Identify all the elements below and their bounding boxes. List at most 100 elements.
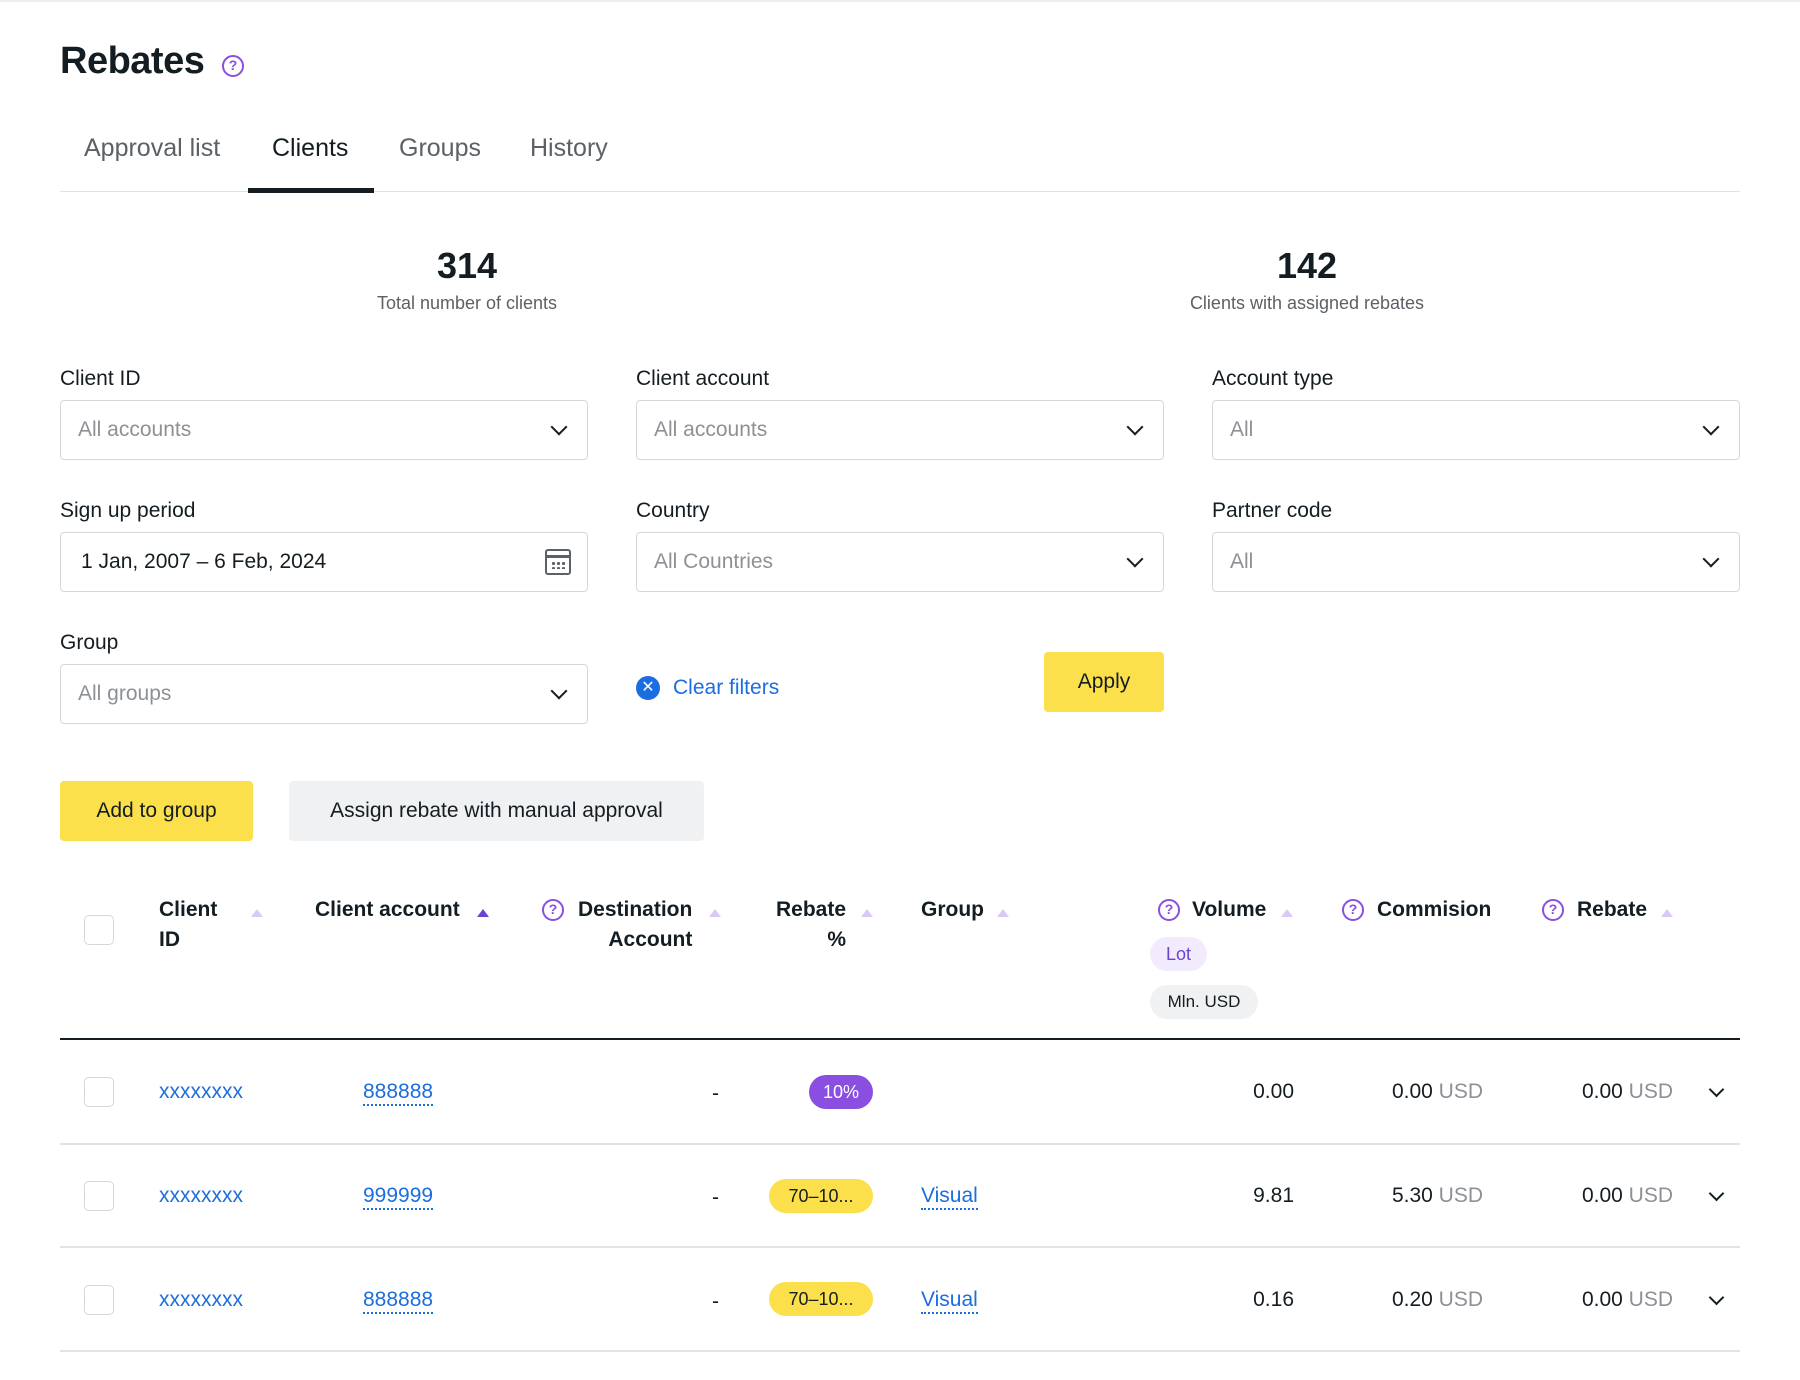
column-client-account[interactable]: Client account	[315, 898, 460, 921]
group-link[interactable]: Visual	[921, 1288, 978, 1314]
clear-filters-label: Clear filters	[673, 676, 780, 699]
client-account-link[interactable]: 999999	[363, 1184, 434, 1210]
commission-value: 0.20 USD	[1350, 1288, 1483, 1312]
volume-value: 0.00	[1253, 1080, 1294, 1103]
country-select[interactable]: All Countries	[636, 532, 1164, 592]
account-type-label: Account type	[1212, 367, 1334, 390]
tab-approval-list[interactable]: Approval list	[84, 134, 221, 162]
rebate-currency: USD	[1628, 1184, 1673, 1207]
help-icon[interactable]: ?	[1158, 899, 1180, 921]
help-icon[interactable]: ?	[1542, 899, 1564, 921]
add-to-group-button[interactable]: Add to group	[60, 781, 253, 841]
column-rebate[interactable]: Rebate	[1577, 898, 1648, 921]
client-account-label: Client account	[636, 367, 770, 390]
column-destination-line2: Account	[608, 928, 693, 951]
row-divider	[60, 1143, 1740, 1145]
table-header-divider	[60, 1038, 1740, 1040]
rebate-amount: 0.00	[1581, 1288, 1623, 1311]
help-icon[interactable]: ?	[222, 55, 244, 77]
column-group[interactable]: Group	[921, 898, 984, 921]
row-checkbox[interactable]	[84, 1077, 114, 1107]
sort-active-icon[interactable]	[477, 909, 489, 917]
sign-up-period-value: 1 Jan, 2007 – 6 Feb, 2024	[81, 550, 327, 573]
sign-up-period-input[interactable]: 1 Jan, 2007 – 6 Feb, 2024	[60, 532, 588, 592]
column-destination-line1: Destination	[578, 898, 693, 921]
assign-rebate-button[interactable]: Assign rebate with manual approval	[289, 781, 704, 841]
chevron-down-icon	[1126, 550, 1144, 568]
clear-filters-button[interactable]: ✕ Clear filters	[636, 676, 779, 700]
tab-bar: Approval list Clients Groups History	[60, 122, 1740, 193]
sign-up-period-label: Sign up period	[60, 499, 196, 522]
destination-account: -	[712, 1186, 719, 1209]
rebate-percent-badge[interactable]: 70–10...	[769, 1282, 873, 1316]
sort-icon[interactable]	[861, 909, 873, 917]
volume-value: 0.16	[1253, 1288, 1294, 1311]
expand-row-chevron-icon[interactable]	[1708, 1289, 1725, 1306]
group-value: All groups	[78, 682, 172, 705]
apply-button[interactable]: Apply	[1044, 652, 1164, 712]
help-icon[interactable]: ?	[542, 899, 564, 921]
expand-row-chevron-icon[interactable]	[1708, 1185, 1725, 1202]
rebate-value: 0.00 USD	[1540, 1184, 1673, 1208]
commission-value: 0.00 USD	[1350, 1080, 1483, 1104]
sort-icon[interactable]	[997, 909, 1009, 917]
column-rebate-percent-line2: %	[827, 928, 847, 951]
column-client-id[interactable]: Client ID	[159, 895, 217, 955]
group-link[interactable]: Visual	[921, 1184, 978, 1210]
row-checkbox[interactable]	[84, 1285, 114, 1315]
column-commission[interactable]: Commision	[1377, 898, 1492, 921]
partner-code-select[interactable]: All	[1212, 532, 1740, 592]
commission-currency: USD	[1438, 1184, 1483, 1207]
column-rebate-percent[interactable]: Rebate %	[776, 895, 846, 955]
group-select[interactable]: All groups	[60, 664, 588, 724]
column-volume[interactable]: Volume	[1192, 898, 1267, 921]
commission-amount: 5.30	[1391, 1184, 1433, 1207]
sort-icon[interactable]	[1661, 909, 1673, 917]
page-title: Rebates	[60, 40, 205, 82]
chevron-down-icon	[550, 682, 568, 700]
unit-lot-toggle[interactable]: Lot	[1150, 937, 1207, 971]
account-type-select[interactable]: All	[1212, 400, 1740, 460]
column-rebate-percent-line1: Rebate	[776, 898, 847, 921]
client-id-link[interactable]: xxxxxxxx	[159, 1288, 243, 1311]
chevron-down-icon	[1702, 550, 1720, 568]
stat-label: Clients with assigned rebates	[1189, 293, 1425, 313]
help-icon[interactable]: ?	[1342, 899, 1364, 921]
expand-row-chevron-icon[interactable]	[1708, 1081, 1725, 1098]
sort-icon[interactable]	[251, 909, 263, 917]
client-account-select[interactable]: All accounts	[636, 400, 1164, 460]
unit-mln-usd-toggle[interactable]: Mln. USD	[1150, 985, 1258, 1019]
client-account-link[interactable]: 888888	[363, 1080, 434, 1106]
partner-code-label: Partner code	[1212, 499, 1333, 522]
rebate-currency: USD	[1628, 1080, 1673, 1103]
select-all-checkbox[interactable]	[84, 915, 114, 945]
calendar-icon[interactable]	[545, 549, 571, 575]
active-tab-indicator	[248, 188, 374, 193]
sort-icon[interactable]	[709, 909, 721, 917]
client-id-value: All accounts	[78, 418, 192, 441]
column-destination-account[interactable]: Destination Account	[578, 895, 692, 955]
tab-history[interactable]: History	[530, 134, 608, 162]
client-id-select[interactable]: All accounts	[60, 400, 588, 460]
top-divider	[0, 0, 1800, 2]
client-id-link[interactable]: xxxxxxxx	[159, 1184, 243, 1207]
commission-currency: USD	[1438, 1288, 1483, 1311]
row-checkbox[interactable]	[84, 1181, 114, 1211]
tab-groups[interactable]: Groups	[399, 134, 481, 162]
rebate-percent-badge[interactable]: 70–10...	[769, 1179, 873, 1213]
column-client-id-line1: Client	[159, 898, 218, 921]
chevron-down-icon	[550, 418, 568, 436]
column-client-id-line2: ID	[159, 928, 180, 951]
group-label: Group	[60, 631, 119, 654]
sort-icon[interactable]	[1281, 909, 1293, 917]
commission-amount: 0.20	[1391, 1288, 1433, 1311]
tab-clients[interactable]: Clients	[272, 134, 349, 162]
client-account-link[interactable]: 888888	[363, 1288, 434, 1314]
client-id-link[interactable]: xxxxxxxx	[159, 1080, 243, 1103]
stat-total-clients: 314 Total number of clients	[267, 245, 667, 314]
destination-account: -	[712, 1082, 719, 1105]
stat-value: 314	[436, 245, 498, 286]
destination-account: -	[712, 1290, 719, 1313]
rebate-percent-badge[interactable]: 10%	[809, 1075, 873, 1109]
volume-value: 9.81	[1253, 1184, 1294, 1207]
